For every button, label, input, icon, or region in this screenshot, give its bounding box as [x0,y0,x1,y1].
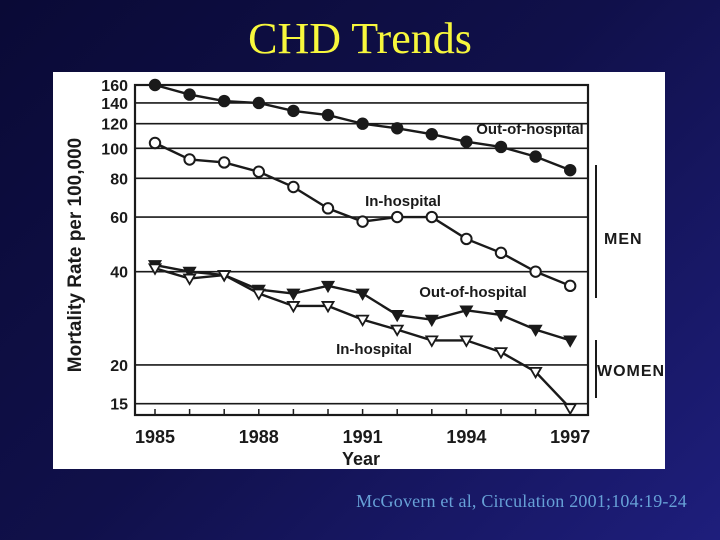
y-axis-title: Mortality Rate per 100,000 [65,138,86,372]
marker-men-in-hospital-1992 [391,210,404,224]
marker-women-in-hospital-1994 [459,335,474,348]
marker-women-in-hospital-1986 [182,273,197,286]
y-tick-label-20: 20 [110,358,128,375]
marker-women-out-of-hospital-1986 [182,266,197,279]
marker-women-in-hospital-1993 [424,335,439,348]
chart-panel: 160 140 120 100 80 60 40 20 15 1985 1988 1991 1994 19… [53,72,665,469]
marker-women-in-hospital-1996 [528,366,543,380]
marker-women-out-of-hospital-1990 [320,280,336,294]
marker-women-in-hospital-1985 [147,263,163,276]
marker-men-in-hospital-1994 [460,232,473,246]
marker-men-in-hospital-1986 [183,153,196,166]
x-axis-title: Year [342,449,380,469]
y-tick-label-120: 120 [101,117,128,134]
marker-women-in-hospital-1990 [320,301,336,314]
marker-women-in-hospital-1997 [563,403,578,416]
citation-text: McGovern et al, Circulation 2001;104:19-… [356,491,687,511]
marker-women-in-hospital-1991 [355,314,370,327]
marker-men-out-of-hospital-1995 [494,140,508,154]
group-label-men: MEN [604,231,643,248]
marker-women-out-of-hospital-1989 [286,288,301,301]
slide-title: CHD Trends [248,14,472,63]
marker-men-out-of-hospital-1985 [148,78,162,92]
marker-women-in-hospital-1989 [286,301,301,314]
marker-men-out-of-hospital-1994 [460,135,473,148]
y-tick-label-140: 140 [101,96,128,113]
x-tick-label-1994: 1994 [446,427,486,447]
marker-men-in-hospital-1997 [564,279,577,293]
x-tick-label-1985: 1985 [135,427,175,447]
x-tick-label-1997: 1997 [550,427,590,447]
marker-women-out-of-hospital-1996 [528,324,543,337]
marker-men-in-hospital-1988 [252,165,266,178]
marker-men-in-hospital-1990 [321,202,335,215]
y-tick-label-40: 40 [110,265,128,282]
marker-women-out-of-hospital-1995 [493,310,509,323]
marker-women-out-of-hospital-1992 [390,310,405,323]
marker-women-out-of-hospital-1993 [424,314,439,327]
marker-men-out-of-hospital-1992 [391,122,404,135]
marker-men-in-hospital-1987 [218,156,231,169]
marker-men-in-hospital-1993 [425,210,438,224]
x-tick-label-1988: 1988 [239,427,279,447]
y-tick-label-80: 80 [110,171,128,188]
marker-men-out-of-hospital-1997 [564,163,577,177]
marker-women-out-of-hospital-1994 [459,305,474,318]
y-tick-label-15: 15 [110,397,128,414]
marker-women-out-of-hospital-1991 [355,288,370,301]
marker-men-in-hospital-1991 [356,215,369,228]
marker-men-out-of-hospital-1993 [425,128,438,141]
marker-women-in-hospital-1995 [493,347,509,360]
series-label-men-out-of-hospital: Out-of-hospital [476,121,583,138]
marker-women-in-hospital-1987 [217,270,232,283]
series-label-women-out-of-hospital: Out-of-hospital [419,284,526,301]
series-label-women-in-hospital: In-hospital [336,341,412,358]
plot-frame [133,83,590,417]
marker-men-in-hospital-1996 [529,265,542,278]
marker-men-in-hospital-1985 [148,136,162,150]
series-label-men-in-hospital: In-hospital [365,193,441,210]
marker-men-out-of-hospital-1988 [252,96,266,110]
marker-men-out-of-hospital-1987 [218,94,231,108]
marker-men-out-of-hospital-1991 [356,117,369,130]
group-label-women: WOMEN [597,363,665,380]
marker-women-in-hospital-1992 [390,324,405,337]
marker-men-out-of-hospital-1990 [321,108,335,122]
series-line-men-in-hospital [154,141,571,287]
marker-men-out-of-hospital-1989 [287,104,300,118]
marker-men-out-of-hospital-1986 [183,88,196,101]
x-tick-label-1991: 1991 [343,427,383,447]
y-tick-label-60: 60 [110,210,128,227]
marker-men-in-hospital-1989 [287,180,300,194]
marker-women-in-hospital-1988 [251,288,266,301]
marker-men-out-of-hospital-1996 [529,150,542,163]
marker-women-out-of-hospital-1997 [563,335,578,348]
y-tick-label-160: 160 [101,78,128,95]
marker-men-in-hospital-1995 [494,246,508,260]
y-tick-label-100: 100 [101,141,128,158]
